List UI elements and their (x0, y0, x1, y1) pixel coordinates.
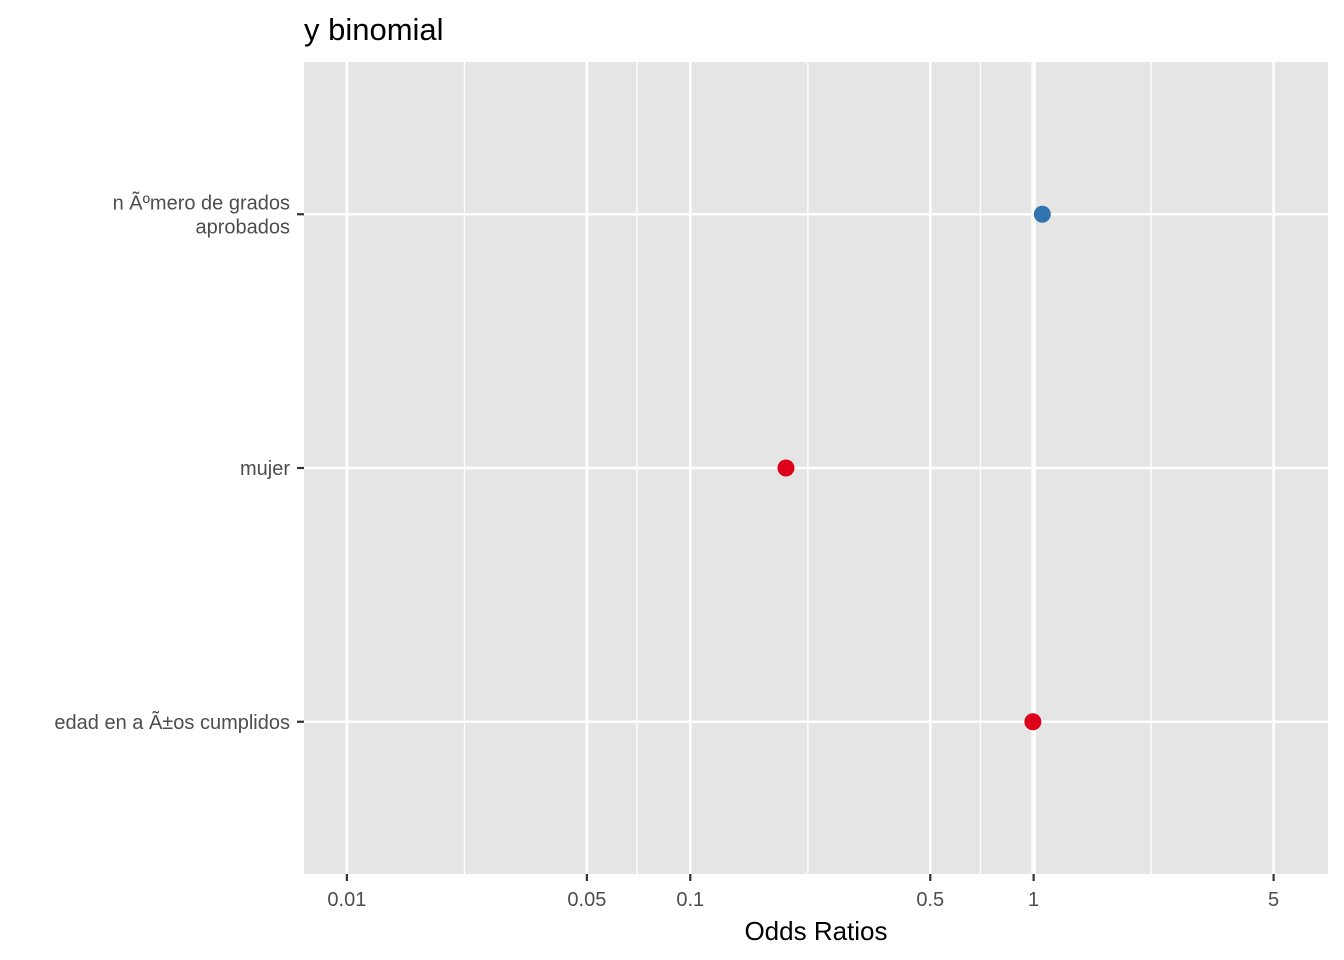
x-axis-title: Odds Ratios (744, 916, 887, 946)
y-tick-label: aprobados (195, 216, 290, 238)
odds-ratio-point (1033, 205, 1051, 223)
x-axis: 0.01 0.05 0.1 0.5 1 5 (327, 874, 1279, 911)
points-layer (777, 205, 1051, 731)
x-tick-label: 5 (1268, 889, 1279, 911)
y-tick-label: n Ãºmero de grados (113, 190, 290, 214)
y-tick-label: mujer (240, 458, 290, 480)
x-tick-label: 0.1 (676, 889, 704, 911)
odds-ratio-point (1024, 713, 1042, 731)
x-tick-label: 0.01 (327, 889, 366, 911)
odds-ratio-point (777, 459, 795, 477)
grid-layer (304, 62, 1328, 874)
x-tick-label: 0.05 (567, 889, 606, 911)
y-tick-label: edad en a Ã±os cumplidos (54, 710, 290, 734)
x-tick-label: 1 (1028, 889, 1039, 911)
x-tick-label: 0.5 (916, 889, 944, 911)
chart-title: y binomial (304, 12, 444, 47)
